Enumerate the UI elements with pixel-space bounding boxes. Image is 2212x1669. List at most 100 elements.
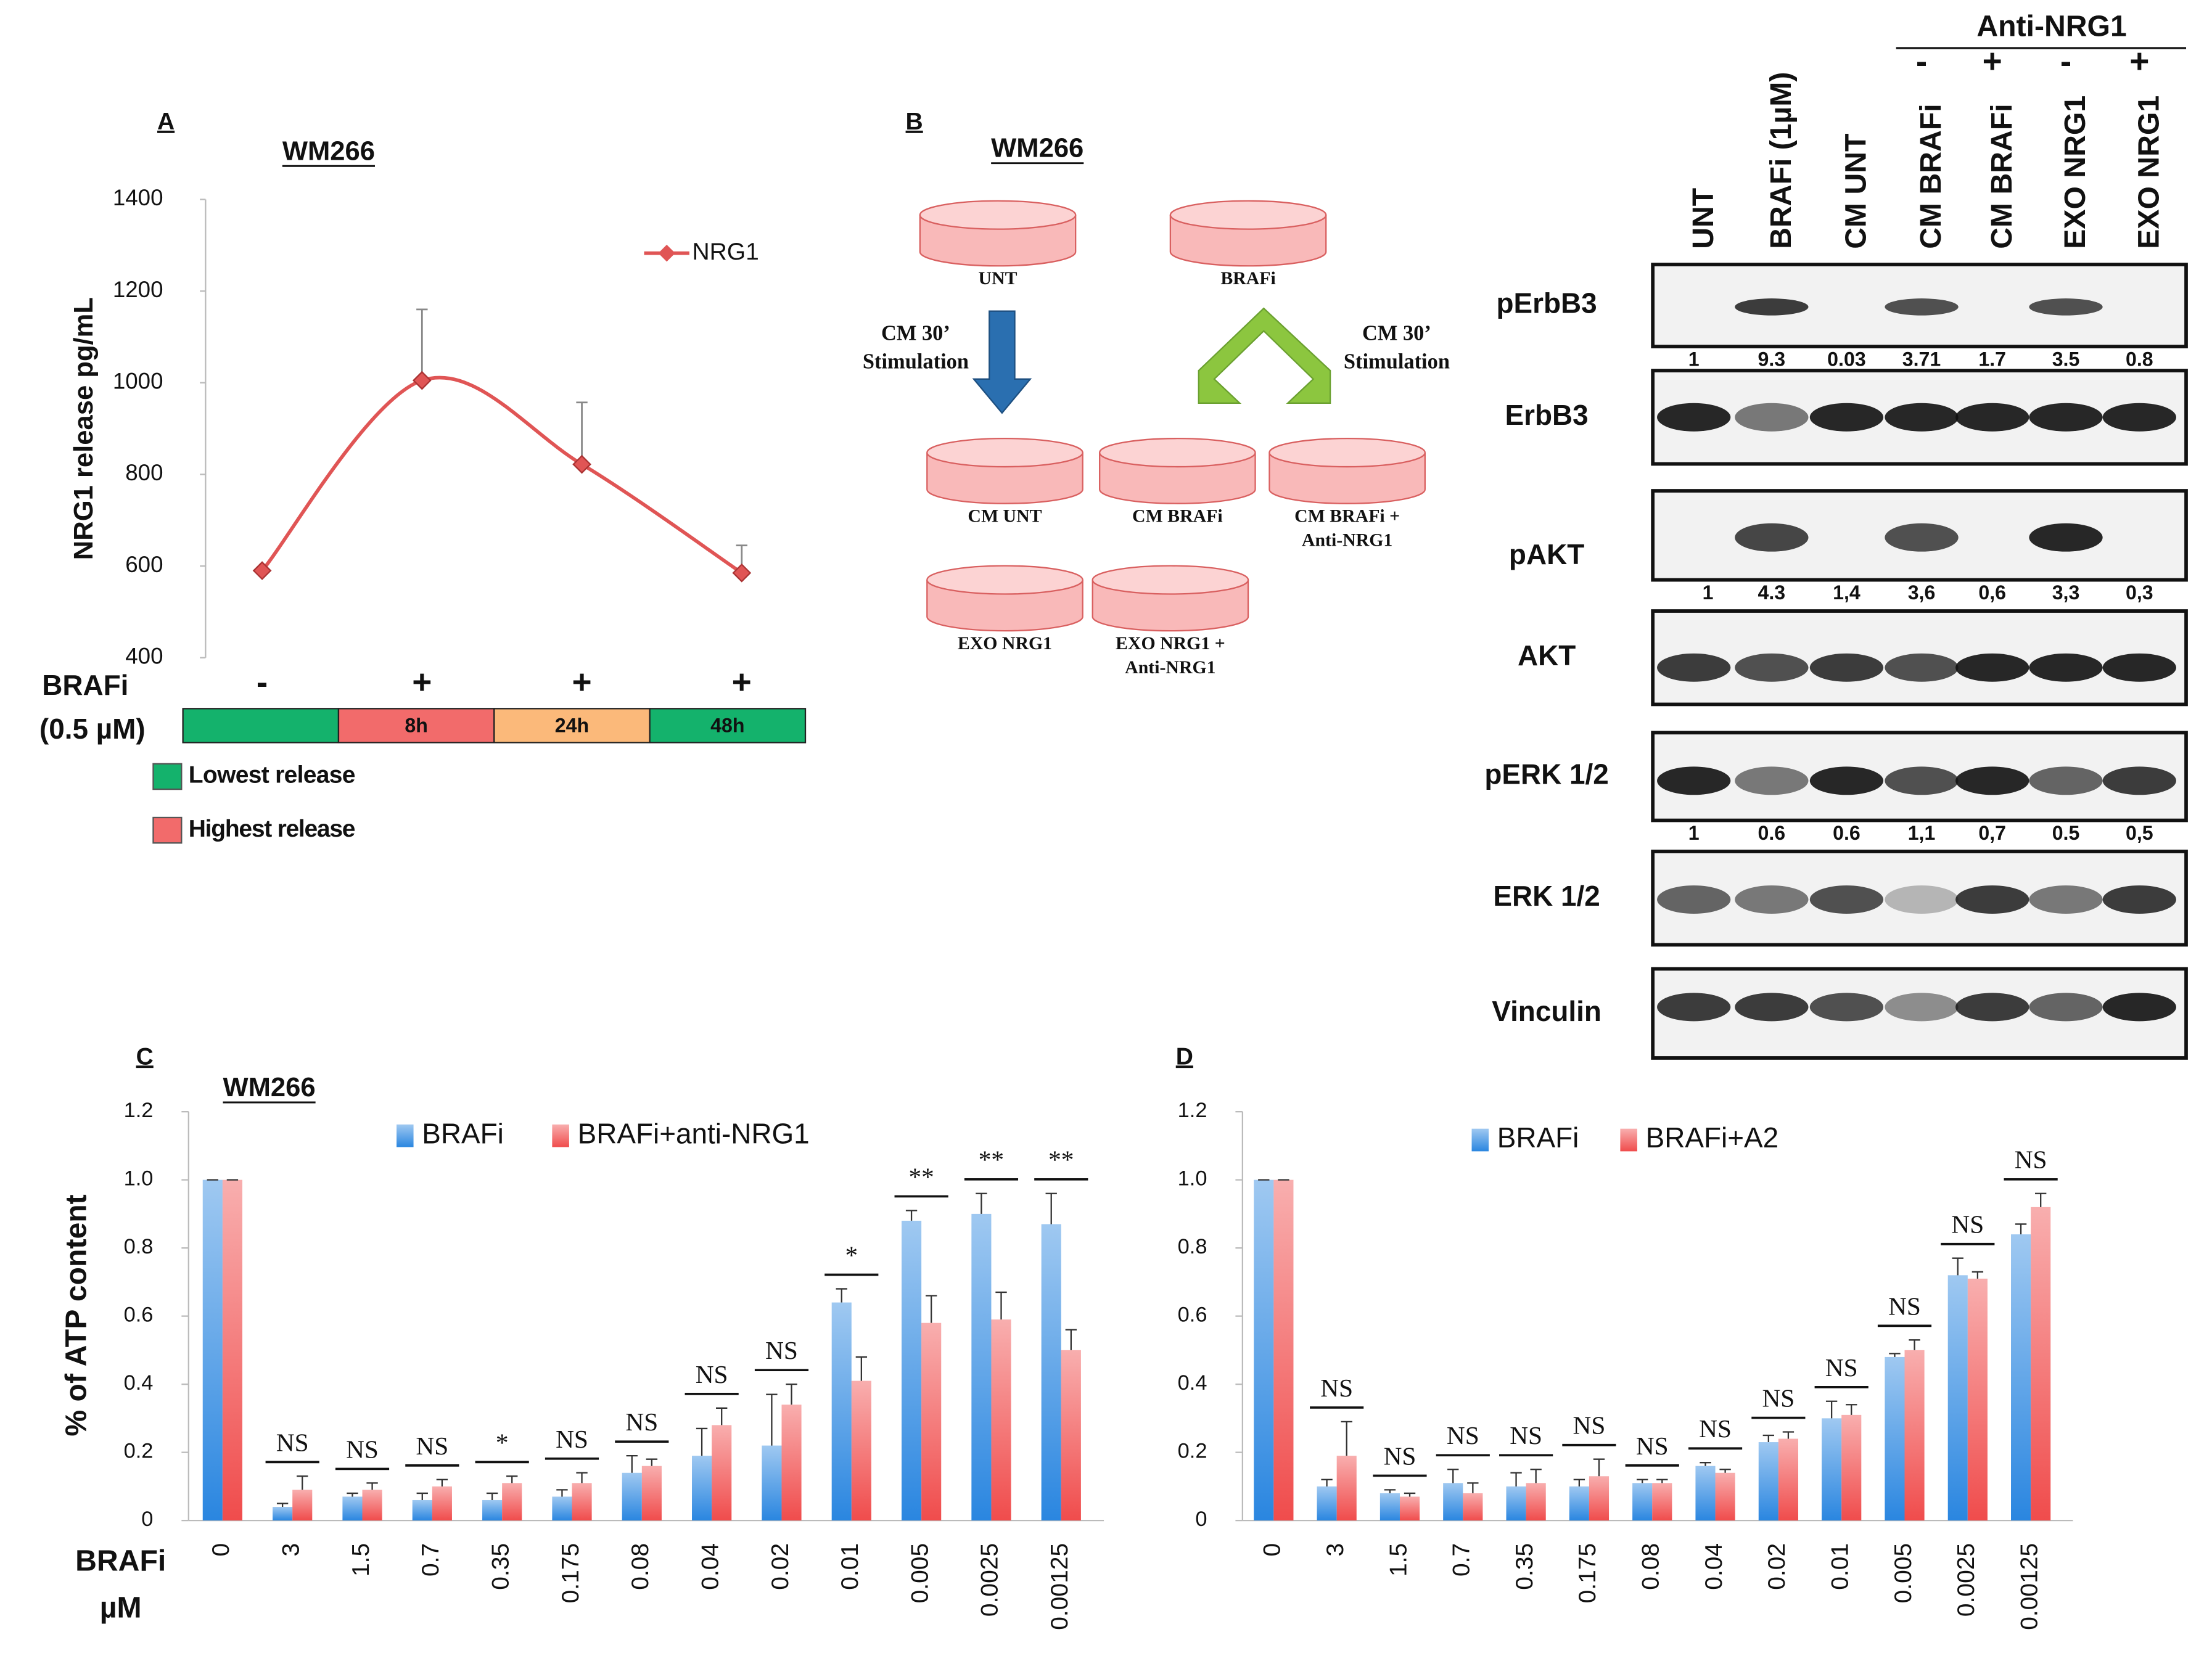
error-bar (1593, 1458, 1605, 1477)
y-tick-label: 0.8 (124, 1235, 154, 1258)
error-bar (1952, 1257, 1963, 1276)
y-tick-label: 1.2 (1178, 1099, 1207, 1122)
bar (921, 1322, 942, 1521)
chart-title: WM266 (223, 1073, 315, 1102)
bar (971, 1213, 992, 1521)
dish-label: Anti-NRG1 (1302, 530, 1392, 550)
treatment-sign: + (2129, 42, 2149, 80)
dish-label: EXO NRG1 + (1116, 633, 1225, 654)
x-tick-label: 0.08 (627, 1543, 654, 1590)
legend-swatch (152, 763, 183, 790)
dish-top (1092, 565, 1249, 595)
treatment-sign: + (1983, 42, 2002, 80)
diagram-title: WM266 (991, 134, 1083, 163)
bar (273, 1507, 293, 1521)
band (1657, 766, 1731, 795)
band (2102, 653, 2176, 682)
error-bar (576, 1472, 588, 1483)
y-tick-label: 0 (141, 1507, 153, 1531)
significance-label: NS (1699, 1414, 1732, 1443)
y-tick-label: 600 (125, 552, 163, 577)
band (1657, 653, 1731, 682)
band (1955, 766, 2029, 795)
error-bar (926, 1295, 937, 1323)
error-bar (1909, 1339, 1920, 1350)
band (2102, 766, 2176, 795)
bar (1822, 1418, 1842, 1521)
x-tick-label: 0.01 (837, 1543, 863, 1590)
y-tick-label: 0.2 (124, 1440, 154, 1463)
bar (781, 1405, 802, 1521)
legend-swatch (552, 1124, 569, 1147)
bar (1695, 1466, 1716, 1521)
band (1735, 993, 1809, 1022)
error-bar (855, 1356, 868, 1381)
x-tick-label: 0.7 (1449, 1543, 1475, 1577)
band (1955, 993, 2029, 1022)
legend-swatch (397, 1124, 414, 1147)
band (1809, 993, 1884, 1022)
dish-top (926, 565, 1083, 595)
error-bar (1825, 1400, 1838, 1419)
quantification: 1 (1688, 348, 1700, 370)
quantification: 0.03 (1827, 348, 1865, 370)
error-bar (1530, 1469, 1542, 1483)
bar (712, 1425, 732, 1521)
error-bar (1467, 1482, 1479, 1493)
line (260, 375, 743, 575)
dish-top (1099, 438, 1256, 468)
treatment-sign: - (2060, 42, 2071, 80)
dish-top (926, 438, 1083, 468)
x-tick-label: 0 (1259, 1543, 1286, 1557)
y-tick-label: 1000 (113, 368, 163, 393)
x-tick-label: 0 (208, 1543, 234, 1557)
bar (1379, 1493, 1400, 1521)
bar (1463, 1493, 1483, 1521)
bar (1317, 1486, 1337, 1521)
band (2102, 885, 2176, 914)
bar (1778, 1438, 1798, 1521)
error-bar (1045, 1192, 1057, 1224)
dish-label: BRAFi (1220, 268, 1275, 289)
significance-label: NS (1762, 1384, 1795, 1412)
bar (2011, 1234, 2031, 1521)
quantification: 1.7 (1978, 348, 2006, 370)
error-bar (1341, 1421, 1352, 1456)
significance-label: NS (1447, 1421, 1479, 1450)
significance-label: NS (346, 1435, 379, 1463)
marker (252, 561, 272, 580)
bar (1254, 1179, 1274, 1521)
y-tick-label: 0.4 (124, 1371, 154, 1395)
legend-swatch (1471, 1128, 1489, 1152)
error-bar (1637, 1478, 1648, 1483)
error-bar (1782, 1431, 1795, 1439)
arrow-label: CM 30’ (1362, 322, 1431, 345)
bar (222, 1179, 242, 1521)
bar (762, 1445, 782, 1521)
lane-label: UNT (1687, 188, 1720, 249)
significance-label: NS (1510, 1421, 1542, 1450)
band (1885, 403, 1959, 432)
error-bar (2015, 1223, 2027, 1235)
panel-letter: C (136, 1043, 154, 1070)
bar (622, 1472, 642, 1521)
error-bar (1573, 1478, 1585, 1487)
timeline-segment (182, 708, 340, 744)
quantification: 0,6 (1978, 581, 2006, 604)
row-label: AKT (1518, 639, 1576, 671)
legend-swatch (152, 816, 183, 844)
band (1809, 653, 1884, 682)
significance-label: NS (556, 1425, 588, 1453)
dish-label: Anti-NRG1 (1125, 657, 1215, 678)
lane-label: BRAFi (1µM) (1764, 72, 1798, 249)
error-bar (416, 308, 428, 381)
error-bar (1889, 1353, 1901, 1357)
x-tick-label: 0.005 (907, 1543, 933, 1604)
band (1735, 653, 1809, 682)
band (1955, 653, 2029, 682)
timeline-label: 8h (405, 715, 427, 737)
significance-label: ** (979, 1146, 1004, 1174)
bar (412, 1499, 432, 1521)
timeline-label: 48h (710, 715, 744, 737)
